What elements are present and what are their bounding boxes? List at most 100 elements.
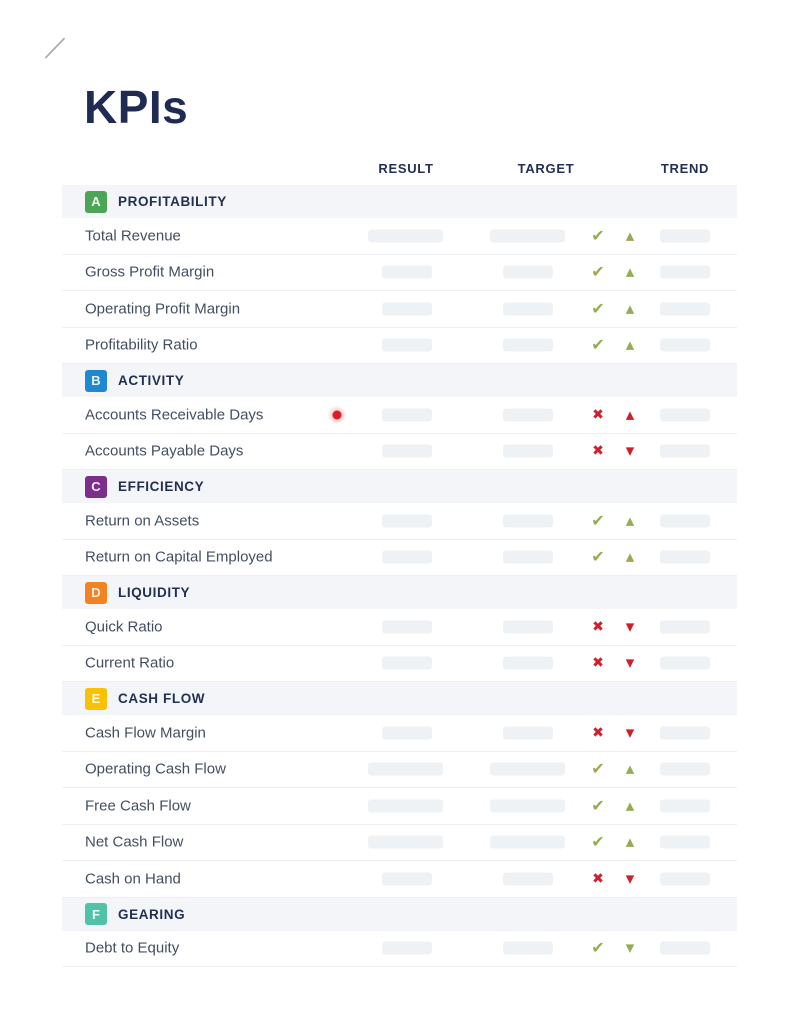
check-icon: ✔ [591, 938, 605, 958]
trend-up-icon: ▲ [625, 408, 635, 422]
kpi-label: Cash Flow Margin [85, 724, 206, 742]
target-value-placeholder [503, 444, 553, 458]
target-value-placeholder [503, 620, 553, 634]
section-badge: E [85, 687, 107, 710]
section-badge: B [85, 369, 107, 392]
section-title: GEARING [118, 906, 186, 922]
page-title: KPIs [84, 81, 189, 133]
trend-up-icon: ▲ [625, 799, 635, 813]
kpi-row-quick-ratio[interactable]: Quick Ratio ✖ ▼ [62, 609, 737, 646]
kpi-row-debt-to-equity[interactable]: Debt to Equity ✔ ▼ [62, 931, 737, 967]
trend-up-icon: ▲ [625, 514, 635, 528]
section-title: EFFICIENCY [118, 479, 205, 494]
trend-placeholder [660, 550, 710, 564]
kpi-label: Quick Ratio [85, 618, 163, 636]
column-header-trend: TREND [660, 161, 710, 176]
kpi-row-cash-on-hand[interactable]: Cash on Hand ✖ ▼ [62, 861, 737, 898]
kpi-label: Cash on Hand [85, 870, 181, 888]
section-title: PROFITABILITY [118, 194, 227, 209]
trend-up-icon: ▲ [625, 835, 635, 849]
section-header-gearing: F GEARING [62, 897, 737, 931]
result-value-placeholder [382, 656, 432, 670]
check-icon: ✔ [591, 795, 605, 815]
section-title: ACTIVITY [118, 373, 185, 388]
trend-up-icon: ▲ [625, 229, 635, 243]
section-badge: F [85, 903, 107, 925]
target-value-placeholder [490, 799, 565, 813]
check-icon: ✔ [591, 547, 605, 567]
target-value-placeholder [490, 229, 565, 243]
section-letter: C [91, 479, 101, 494]
section-header-liquidity: D LIQUIDITY [62, 576, 737, 609]
trend-placeholder [660, 762, 710, 776]
trend-placeholder [660, 265, 710, 279]
check-icon: ✔ [591, 510, 605, 530]
kpi-row-free-cash-flow[interactable]: Free Cash Flow ✔ ▲ [62, 788, 737, 825]
kpi-table: RESULT TARGET TREND A PROFITABILITY Tota… [62, 150, 737, 967]
target-value-placeholder [503, 265, 553, 279]
target-value-placeholder [503, 408, 553, 422]
result-value-placeholder [382, 265, 432, 279]
section-title: CASH FLOW [118, 691, 206, 706]
cross-icon: ✖ [592, 618, 604, 635]
kpi-label: Accounts Payable Days [85, 442, 244, 460]
kpi-row-accounts-payable-days[interactable]: Accounts Payable Days ✖ ▼ [62, 434, 737, 470]
kpi-row-operating-cash-flow[interactable]: Operating Cash Flow ✔ ▲ [62, 752, 737, 788]
check-icon: ✔ [591, 262, 605, 282]
section-badge: A [85, 190, 107, 213]
trend-placeholder [660, 656, 710, 670]
kpi-row-operating-profit-margin[interactable]: Operating Profit Margin ✔ ▲ [62, 291, 737, 328]
result-value-placeholder [368, 835, 443, 849]
result-value-placeholder [382, 941, 432, 955]
alert-dot-icon [332, 410, 342, 420]
kpi-row-accounts-receivable-days[interactable]: Accounts Receivable Days ✖ ▲ [62, 397, 737, 434]
kpi-label: Profitability Ratio [85, 336, 198, 354]
cross-icon: ✖ [592, 870, 604, 887]
kpi-row-profitability-ratio[interactable]: Profitability Ratio ✔ ▲ [62, 328, 737, 364]
kpi-row-net-cash-flow[interactable]: Net Cash Flow ✔ ▲ [62, 825, 737, 861]
target-value-placeholder [490, 835, 565, 849]
trend-placeholder [660, 408, 710, 422]
check-icon: ✔ [591, 832, 605, 852]
target-value-placeholder [503, 338, 553, 352]
result-value-placeholder [382, 620, 432, 634]
section-letter: D [91, 585, 101, 600]
kpi-row-return-on-assets[interactable]: Return on Assets ✔ ▲ [62, 503, 737, 540]
kpi-row-current-ratio[interactable]: Current Ratio ✖ ▼ [62, 646, 737, 682]
check-icon: ✔ [591, 759, 605, 779]
section-title: LIQUIDITY [118, 585, 191, 600]
kpi-row-cash-flow-margin[interactable]: Cash Flow Margin ✖ ▼ [62, 715, 737, 752]
cross-icon: ✖ [592, 406, 604, 423]
section-header-activity: B ACTIVITY [62, 364, 737, 397]
trend-placeholder [660, 835, 710, 849]
result-value-placeholder [382, 726, 432, 740]
section-badge: D [85, 581, 107, 604]
kpi-row-total-revenue[interactable]: Total Revenue ✔ ▲ [62, 218, 737, 255]
kpi-label: Gross Profit Margin [85, 263, 215, 281]
section-header-efficiency: C EFFICIENCY [62, 470, 737, 503]
trend-placeholder [660, 229, 710, 243]
kpi-row-return-on-capital-employed[interactable]: Return on Capital Employed ✔ ▲ [62, 540, 737, 576]
target-value-placeholder [490, 762, 565, 776]
section-letter: F [92, 906, 100, 922]
kpi-label: Operating Cash Flow [85, 760, 226, 778]
trend-down-icon: ▼ [625, 656, 635, 670]
result-value-placeholder [382, 872, 432, 886]
kpi-label: Operating Profit Margin [85, 300, 241, 318]
trend-placeholder [660, 799, 710, 813]
target-value-placeholder [503, 872, 553, 886]
trend-up-icon: ▲ [625, 338, 635, 352]
trend-placeholder [660, 514, 710, 528]
target-value-placeholder [503, 656, 553, 670]
check-icon: ✔ [591, 298, 605, 318]
section-letter: A [91, 194, 101, 209]
trend-placeholder [660, 941, 710, 955]
kpi-label: Free Cash Flow [85, 797, 191, 815]
trend-placeholder [660, 726, 710, 740]
result-value-placeholder [368, 229, 443, 243]
column-header-row: RESULT TARGET TREND [62, 150, 737, 185]
trend-up-icon: ▲ [625, 762, 635, 776]
kpi-row-gross-profit-margin[interactable]: Gross Profit Margin ✔ ▲ [62, 255, 737, 291]
kpi-label: Current Ratio [85, 654, 175, 672]
kpi-label: Debt to Equity [85, 939, 180, 957]
